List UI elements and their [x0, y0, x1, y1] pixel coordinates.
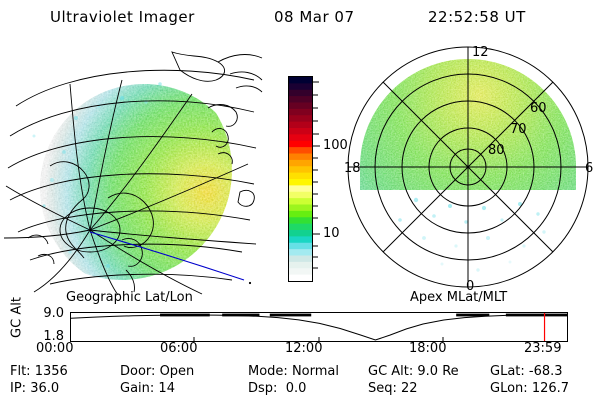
strip-chart-ytick-high: 9.0	[43, 306, 64, 321]
mlat-label-80: 80	[488, 143, 505, 158]
geographic-plot	[4, 51, 263, 295]
colorbar-border	[288, 76, 313, 282]
status-glon: GLon: 126.7	[490, 381, 570, 396]
mlt-label-0: 0	[466, 279, 474, 294]
status-mode: Mode: Normal	[248, 364, 339, 379]
colorbar-scale[interactable]	[288, 76, 338, 288]
mlat-label-60: 60	[530, 101, 547, 116]
header-bar: Ultraviolet Imager 08 Mar 07 22:52:58 UT	[0, 8, 600, 34]
colorbar-tick-100: 100	[323, 138, 348, 153]
status-readout: Flt: 1356 Door: Open Mode: Normal GC Alt…	[0, 364, 600, 400]
latitude-longitude-graticule	[4, 69, 257, 295]
status-seq: Seq: 22	[368, 381, 418, 396]
instrument-title: Ultraviolet Imager	[50, 8, 195, 26]
strip-chart-ylabel: GC Alt	[9, 297, 25, 338]
strip-chart-ytick-low: 1.8	[43, 329, 64, 344]
observation-time: 22:52:58 UT	[428, 8, 526, 26]
mlat-label-70: 70	[510, 122, 527, 137]
xtick-2359: 23:59	[524, 341, 562, 356]
status-glat: GLat: -68.3	[490, 364, 563, 379]
orbit-altitude-plot[interactable]	[70, 312, 570, 344]
xtick-1200: 12:00	[285, 341, 323, 356]
altitude-strip-chart-panel[interactable]: Geographic Lat/Lon Apex MLat/MLT GC Alt …	[0, 290, 600, 356]
xtick-1800: 18:00	[409, 341, 447, 356]
solar-terminator-line	[89, 231, 245, 281]
data-coverage-bars	[160, 313, 568, 317]
terminator-endpoint-marker	[248, 281, 252, 285]
status-flight: Flt: 1356	[10, 364, 68, 379]
status-gc-alt: GC Alt: 9.0 Re	[368, 364, 459, 379]
coastline-outlines	[27, 51, 263, 293]
mlat-mlt-grid	[347, 46, 589, 288]
colorbar-ticks	[313, 81, 320, 269]
apex-polar-panel[interactable]: 12 18 6 0 60 70 80	[338, 40, 598, 298]
colorbar-tick-10: 10	[323, 226, 340, 241]
mlt-label-6: 6	[585, 161, 593, 176]
mlt-label-12: 12	[472, 45, 489, 60]
geographic-image-panel[interactable]	[4, 40, 266, 295]
geographic-panel-title: Geographic Lat/Lon	[66, 290, 193, 305]
status-gain: Gain: 14	[120, 381, 175, 396]
status-dsp: Dsp: 0.0	[248, 381, 307, 396]
colorbar-gradient	[289, 77, 312, 282]
altitude-profile-curve	[70, 314, 568, 341]
apex-panel-title: Apex MLat/MLT	[410, 290, 508, 305]
strip-chart-frame	[70, 312, 568, 342]
apex-polar-plot: 12 18 6 0 60 70 80	[344, 45, 593, 294]
mlt-label-18: 18	[344, 161, 361, 176]
nightside-speckle	[398, 197, 546, 272]
strip-chart-xticks	[193, 337, 444, 342]
xtick-0000: 00:00	[36, 341, 74, 356]
observation-date: 08 Mar 07	[274, 8, 355, 26]
status-ip: IP: 36.0	[10, 381, 60, 396]
status-door: Door: Open	[120, 364, 195, 379]
xtick-0600: 06:00	[160, 341, 198, 356]
colorbar-panel: photon cm-2s-1	[264, 50, 348, 298]
